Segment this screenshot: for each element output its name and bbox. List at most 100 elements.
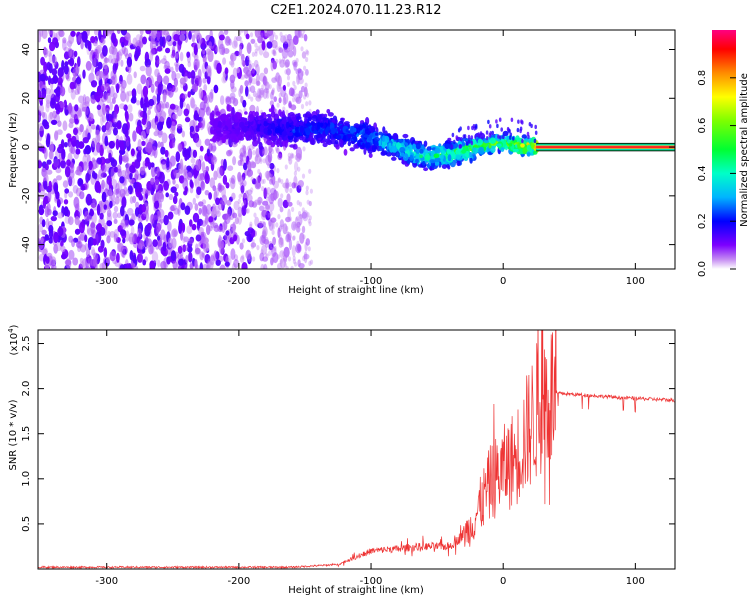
- noise-cell: [191, 83, 199, 93]
- noise-cell: [123, 104, 128, 111]
- noise-cell: [155, 55, 160, 63]
- noise-cell: [163, 55, 167, 61]
- noise-cell: [48, 236, 54, 244]
- noise-cell: [278, 47, 283, 53]
- noise-cell: [305, 185, 309, 191]
- trace-cell: [291, 125, 295, 130]
- noise-cell: [278, 84, 282, 90]
- noise-cell: [247, 160, 252, 173]
- noise-cell: [111, 96, 117, 104]
- noise-cell: [82, 137, 90, 144]
- trace-cell: [472, 124, 476, 129]
- noise-cell: [79, 257, 84, 264]
- noise-cell: [70, 145, 76, 155]
- noise-cell: [150, 162, 155, 168]
- noise-cell: [255, 93, 259, 99]
- noise-cell: [135, 125, 142, 134]
- noise-cell: [290, 265, 294, 269]
- noise-cell: [303, 251, 308, 264]
- noise-cell: [306, 50, 310, 56]
- trace-cell: [444, 143, 451, 149]
- noise-cell: [305, 190, 309, 196]
- noise-cell: [43, 180, 48, 190]
- noise-cell: [190, 78, 195, 85]
- noise-cell: [75, 76, 82, 85]
- trace-cell: [220, 113, 226, 121]
- noise-cell: [280, 35, 287, 43]
- noise-cell: [96, 133, 101, 143]
- trace-cell: [426, 146, 432, 151]
- trace-cell: [215, 111, 221, 116]
- noise-cell: [206, 75, 211, 85]
- trace-cell: [323, 113, 328, 118]
- noise-cell: [276, 102, 280, 108]
- noise-cell: [252, 90, 257, 98]
- noise-cell: [68, 191, 74, 198]
- noise-cell: [137, 228, 142, 238]
- noise-cell: [295, 152, 301, 163]
- snr-y-tick-label: 0.5: [21, 516, 32, 532]
- noise-cell: [68, 102, 73, 114]
- noise-cell: [197, 121, 203, 128]
- trace-cell: [423, 167, 429, 172]
- trace-cell: [329, 138, 336, 145]
- noise-cell: [78, 141, 85, 149]
- noise-cell: [157, 210, 162, 223]
- noise-cell: [215, 210, 221, 218]
- noise-cell: [137, 139, 142, 151]
- noise-cell: [200, 181, 206, 191]
- noise-cell: [74, 118, 79, 125]
- noise-cell: [169, 103, 176, 110]
- noise-cell: [108, 140, 115, 149]
- trace-cell: [458, 144, 462, 149]
- noise-cell: [301, 225, 306, 234]
- noise-cell: [278, 58, 282, 64]
- trace-cell: [326, 109, 331, 114]
- noise-cell: [269, 162, 275, 170]
- noise-cell: [220, 95, 225, 105]
- noise-cell: [268, 201, 275, 212]
- noise-cell: [120, 79, 127, 89]
- noise-cell: [160, 261, 167, 269]
- noise-cell: [145, 65, 152, 77]
- noise-cell: [195, 247, 201, 255]
- noise-cell: [266, 196, 270, 202]
- noise-cell: [270, 217, 277, 223]
- noise-cell: [131, 89, 136, 96]
- trace-cell: [477, 132, 480, 137]
- noise-cell: [289, 87, 293, 93]
- noise-cell: [96, 85, 102, 97]
- noise-cell: [147, 119, 154, 129]
- noise-cell: [127, 207, 134, 216]
- noise-cell: [249, 221, 253, 227]
- noise-cell: [203, 84, 208, 92]
- noise-cell: [200, 116, 206, 128]
- noise-cell: [118, 242, 124, 253]
- noise-cell: [41, 219, 46, 228]
- noise-cell: [160, 159, 167, 165]
- noise-cell: [96, 104, 102, 111]
- noise-cell: [79, 191, 85, 200]
- noise-cell: [45, 256, 50, 264]
- noise-cell: [271, 220, 276, 230]
- noise-cell: [255, 95, 262, 102]
- noise-cell: [113, 127, 118, 136]
- noise-cell: [181, 70, 185, 77]
- trace-cell: [285, 121, 290, 129]
- noise-cell: [43, 46, 47, 56]
- noise-cell: [54, 184, 58, 196]
- noise-cell: [132, 254, 137, 264]
- trace-cell: [324, 127, 329, 135]
- noise-cell: [273, 96, 278, 102]
- noise-cell: [307, 246, 311, 252]
- noise-cell: [250, 242, 257, 248]
- svg-text:(x104): (x104): [7, 324, 20, 355]
- noise-cell: [298, 90, 303, 99]
- trace-cell: [252, 139, 259, 147]
- noise-cell: [139, 30, 144, 36]
- noise-cell: [157, 121, 163, 131]
- noise-cell: [308, 100, 312, 106]
- noise-cell: [92, 238, 97, 246]
